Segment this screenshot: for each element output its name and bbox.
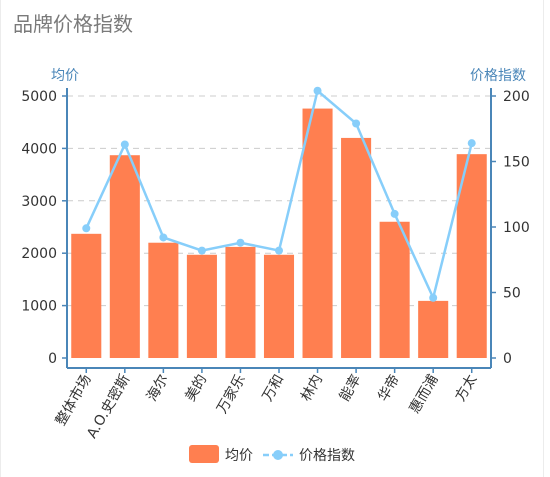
x-tick-label: 华帝 [375,372,403,404]
x-tick-label: 海尔 [144,372,172,404]
price-index-point-4 [236,238,245,247]
price-index-point-0 [82,224,91,233]
legend-swatch-point [273,450,283,460]
price-index-point-3 [197,246,206,255]
chart-title: 品牌价格指数 [13,12,133,36]
y-left-tick-label: 1000 [21,299,57,315]
bar-9 [418,300,449,358]
bar-3 [186,254,217,358]
bar-0 [71,233,102,358]
price-index-point-1 [120,140,129,149]
price-index-point-5 [275,246,283,255]
price-index-point-8 [390,209,399,218]
x-tick-label: 惠而浦 [407,372,442,416]
y-left-tick-label: 0 [48,351,57,367]
legend-label-bar: 均价 [225,448,253,464]
bar-2 [148,242,179,358]
y-left-axis-title: 均价 [51,68,79,84]
x-tick-label: 方太 [452,372,480,404]
x-tick-label: 能率 [336,372,365,405]
y-left-tick-label: 3000 [21,194,57,210]
y-left-tick-label: 2000 [21,246,57,262]
bar-1 [109,155,140,358]
y-right-tick-label: 150 [503,155,530,171]
price-index-point-10 [467,139,476,148]
x-tick-label: 万和 [260,372,288,404]
x-tick-label: 美的 [183,372,211,404]
y-right-tick-label: 0 [503,351,512,367]
bar-6 [302,108,333,359]
bar-5 [263,254,295,358]
y-left-tick-label: 5000 [21,89,57,105]
price-index-point-9 [429,293,438,302]
x-tick-label: 林内 [298,372,326,404]
y-right-tick-label: 50 [503,286,521,302]
price-index-point-6 [313,86,322,95]
legend-swatch-bar [189,445,219,463]
legend-label-line: 价格指数 [299,448,355,464]
bar-8 [379,221,410,358]
y-right-tick-label: 200 [503,89,530,105]
price-index-point-2 [159,233,168,242]
x-tick-label: 万家乐 [213,372,249,417]
x-tick-label: 整体市场 [52,372,95,429]
bar-4 [225,246,256,358]
y-left-tick-label: 4000 [21,141,57,157]
bar-7 [341,137,372,358]
y-right-tick-label: 100 [503,220,530,236]
y-right-axis-title: 价格指数 [470,68,526,84]
price-index-point-7 [352,119,361,128]
